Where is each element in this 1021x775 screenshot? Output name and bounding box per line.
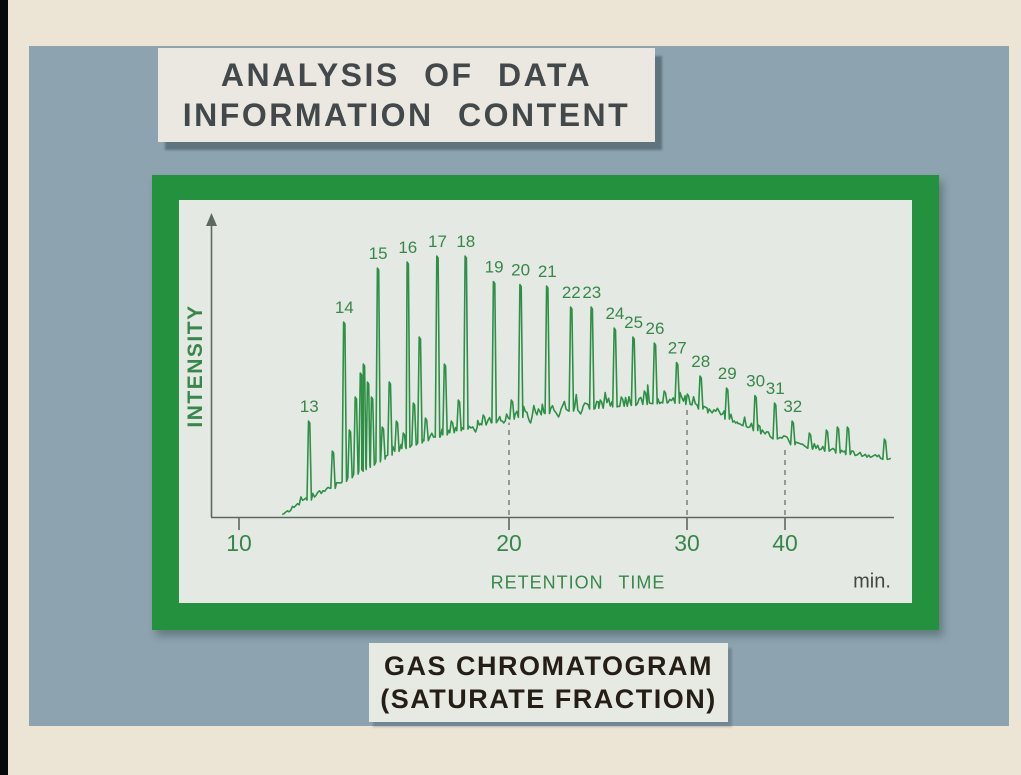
y-axis-label: INTENSITY <box>184 304 207 428</box>
title-line-2: INFORMATION CONTENT <box>182 97 631 133</box>
caption-line-1: GAS CHROMATOGRAM <box>384 650 713 681</box>
x-tick-label-10: 10 <box>226 530 252 556</box>
x-axis-unit-label: min. <box>853 570 891 593</box>
x-axis-label: RETENTION TIME <box>490 572 666 593</box>
title-plaque: ANALYSIS OF DATA INFORMATION CONTENT <box>158 48 655 142</box>
x-tick-label-30: 30 <box>674 530 700 556</box>
x-tick-label-40: 40 <box>772 530 798 556</box>
caption-plaque: GAS CHROMATOGRAM (SATURATE FRACTION) <box>369 643 728 722</box>
x-tick-label-20: 20 <box>496 530 522 556</box>
chart-panel <box>179 200 912 603</box>
title-line-1: ANALYSIS OF DATA <box>220 57 593 93</box>
caption-line-2: (SATURATE FRACTION) <box>380 683 717 714</box>
